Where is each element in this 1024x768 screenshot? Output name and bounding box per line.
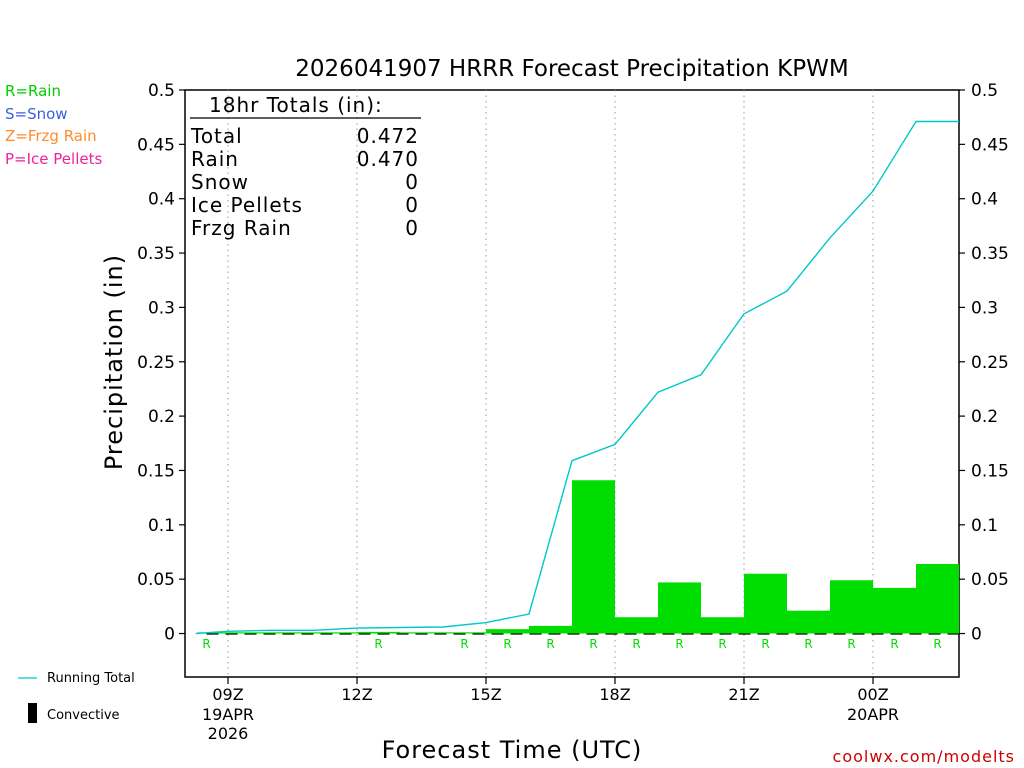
x-tick-label-1: 12Z	[341, 685, 372, 704]
legend-frzg-rain: Z=Frzg Rain	[5, 127, 97, 145]
rain-bar-11	[658, 582, 701, 634]
y-axis-left: 0 0.05 0.1 0.15 0.2 0.25 0.3 0.35 0.4 0.45 0.5	[137, 81, 185, 645]
rain-bar-4	[357, 631, 400, 634]
rain-bar-13	[744, 573, 787, 634]
rain-bar-12	[701, 617, 744, 634]
x-tick-label-4: 21Z	[728, 685, 759, 704]
totals-value-1: 0.470	[357, 147, 419, 171]
ptype-marker-4: R	[546, 637, 554, 651]
totals-label-4: Frzg Rain	[191, 216, 292, 240]
ptype-marker-2: R	[460, 637, 468, 651]
totals-label-1: Rain	[191, 147, 239, 171]
x-tick-date-5: 20APR	[847, 705, 899, 724]
x-tick-year-0: 2026	[208, 724, 249, 743]
legend-ice-pellets: P=Ice Pellets	[5, 150, 102, 168]
y-tick-label-right-6: 0.3	[971, 298, 998, 318]
rain-bar-8	[529, 625, 572, 634]
ptype-marker-13: R	[933, 637, 941, 651]
y-tick-label-left-9: 0.45	[137, 135, 175, 155]
totals-value-4: 0	[405, 216, 419, 240]
rain-bar-5	[400, 632, 443, 634]
y-tick-label-left-2: 0.1	[148, 516, 175, 536]
ptype-marker-8: R	[718, 637, 726, 651]
running-total-legend-label: Running Total	[47, 671, 135, 686]
x-tick-label-3: 18Z	[599, 685, 630, 704]
ptype-marker-11: R	[847, 637, 855, 651]
ptype-marker-7: R	[675, 637, 683, 651]
rain-bar-6	[443, 632, 486, 634]
ptype-legend: R=Rain S=Snow Z=Frzg Rain P=Ice Pellets	[5, 82, 102, 168]
convective-legend-label: Convective	[47, 708, 120, 723]
y-tick-label-right-5: 0.25	[971, 353, 1009, 373]
x-tick-label-2: 15Z	[470, 685, 501, 704]
ptype-marker-9: R	[761, 637, 769, 651]
y-tick-label-right-4: 0.2	[971, 407, 998, 427]
x-tick-label-5: 00Z	[857, 685, 888, 704]
rain-bar-9	[572, 480, 615, 634]
convective-swatch	[28, 703, 37, 723]
y-tick-label-right-0: 0	[971, 625, 982, 645]
y-tick-label-left-4: 0.2	[148, 407, 175, 427]
totals-value-0: 0.472	[357, 124, 419, 148]
rain-bar-2	[271, 632, 314, 634]
rain-bar-7	[486, 629, 529, 634]
rain-bar-15	[830, 580, 873, 634]
totals-box: 18hr Totals (in): Total 0.472 Rain 0.470 Sno…	[190, 93, 421, 240]
ptype-marker-12: R	[890, 637, 898, 651]
rain-bar-10	[615, 617, 658, 634]
chart-title: 2026041907 HRRR Forecast Precipitation K…	[295, 56, 848, 82]
y-tick-label-right-10: 0.5	[971, 81, 998, 101]
totals-heading: 18hr Totals (in):	[209, 93, 383, 117]
y-tick-label-left-1: 0.05	[137, 570, 175, 590]
x-tick-label-0: 09Z	[212, 685, 243, 704]
ptype-marker-6: R	[632, 637, 640, 651]
rain-bar-17	[916, 563, 959, 634]
y-tick-label-left-8: 0.4	[148, 190, 175, 210]
ptype-marker-10: R	[804, 637, 812, 651]
ptype-marker-1: R	[374, 637, 382, 651]
rain-bar-14	[787, 610, 830, 634]
x-axis-label: Forecast Time (UTC)	[382, 736, 643, 764]
y-axis-right: 0 0.05 0.1 0.15 0.2 0.25 0.3 0.35 0.4 0.45 0.5	[959, 81, 1009, 645]
rain-bar-3	[314, 632, 357, 634]
running-total-polyline	[195, 120, 959, 635]
y-tick-label-left-7: 0.35	[137, 244, 175, 264]
rain-bars	[197, 480, 959, 634]
y-tick-label-right-7: 0.35	[971, 244, 1009, 264]
legend-snow: S=Snow	[5, 105, 68, 123]
y-tick-label-left-6: 0.3	[148, 298, 175, 318]
y-tick-label-left-5: 0.25	[137, 353, 175, 373]
series-legend: Running Total Convective	[18, 671, 135, 723]
y-tick-label-left-10: 0.5	[148, 81, 175, 101]
y-tick-label-left-3: 0.15	[137, 461, 175, 481]
totals-value-2: 0	[405, 170, 419, 194]
totals-value-3: 0	[405, 193, 419, 217]
y-axis-label: Precipitation (in)	[100, 254, 128, 470]
y-tick-label-right-8: 0.4	[971, 190, 998, 210]
y-tick-label-right-2: 0.1	[971, 516, 998, 536]
legend-rain: R=Rain	[5, 82, 61, 100]
plot-frame	[184, 89, 960, 678]
y-tick-label-right-9: 0.45	[971, 135, 1009, 155]
rain-bar-16	[873, 587, 916, 634]
y-tick-label-right-1: 0.05	[971, 570, 1009, 590]
rain-bar-1	[228, 632, 271, 634]
totals-label-2: Snow	[191, 170, 249, 194]
x-tick-date-0: 19APR	[202, 705, 254, 724]
totals-label-0: Total	[190, 124, 243, 148]
totals-label-3: Ice Pellets	[191, 193, 303, 217]
ptype-marker-5: R	[589, 637, 597, 651]
running-total-line	[195, 120, 959, 635]
y-tick-label-right-3: 0.15	[971, 461, 1009, 481]
y-tick-label-left-0: 0	[164, 625, 175, 645]
credit-text: coolwx.com/modelts	[833, 747, 1015, 766]
ptype-marker-3: R	[503, 637, 511, 651]
ptype-marker-0: R	[202, 637, 210, 651]
